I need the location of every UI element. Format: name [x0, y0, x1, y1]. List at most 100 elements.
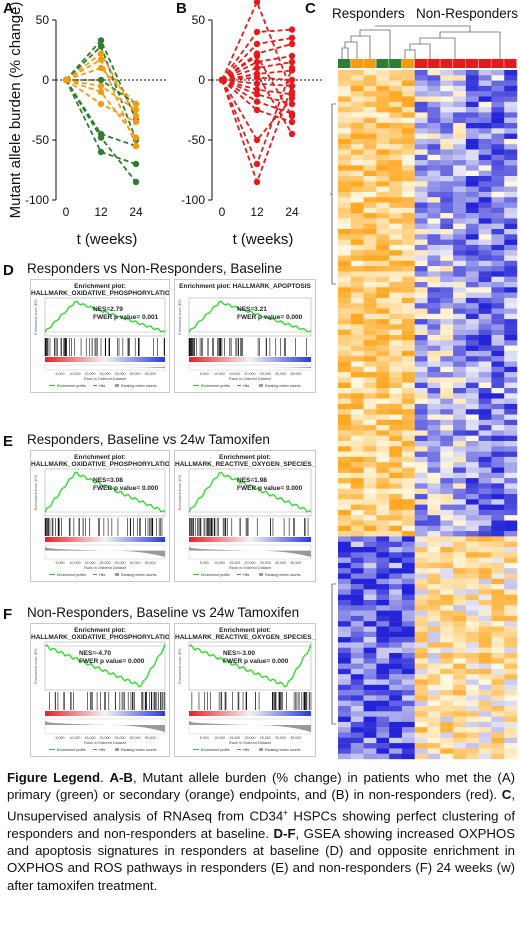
- heat-cell: [389, 287, 403, 293]
- heat-cell: [453, 181, 467, 187]
- heat-cell: [401, 557, 415, 564]
- heat-cell: [363, 207, 377, 214]
- heat-cell: [389, 743, 403, 749]
- heat-cell: [504, 329, 518, 336]
- heat-cell: [465, 615, 479, 622]
- heat-cell: [440, 568, 454, 574]
- heat-cell: [427, 282, 441, 288]
- heat-cell: [453, 75, 467, 81]
- heat-cell: [453, 112, 467, 118]
- gsea-title: Enrichment plot: HALLMARK_REACTIVE_OXYGEN…: [175, 454, 316, 468]
- rank-tick-label: 25,000: [260, 561, 271, 565]
- heat-cell: [350, 377, 364, 383]
- heat-cell: [338, 117, 351, 124]
- heat-cell: [491, 472, 505, 479]
- legend-text-df: , GSEA showing increased OXPHOS and apop…: [7, 825, 515, 893]
- heat-cell: [414, 319, 428, 325]
- heat-cell: [465, 107, 479, 113]
- heat-cell: [491, 615, 505, 622]
- heat-cell: [504, 626, 518, 632]
- heat-cell: [440, 144, 454, 150]
- heat-cell: [478, 653, 492, 659]
- heat-cell: [491, 721, 505, 728]
- heat-cell: [350, 239, 364, 246]
- heat-cell: [363, 610, 377, 617]
- data-point: [132, 118, 140, 126]
- heat-cell: [338, 276, 351, 283]
- y-tick-label: -50: [188, 133, 206, 147]
- heat-cell: [338, 372, 351, 378]
- heat-cell: [350, 600, 364, 606]
- heat-cell: [401, 568, 415, 574]
- heat-cell: [427, 679, 441, 685]
- heat-cell: [504, 239, 518, 246]
- heat-cell: [427, 319, 441, 325]
- heat-cell: [389, 737, 403, 744]
- heat-cell: [453, 372, 467, 378]
- gsea-nes-text: NES=-4.70 FWER p value= 0.000: [79, 650, 145, 665]
- heat-cell: [414, 483, 428, 489]
- heat-cell: [427, 615, 441, 622]
- heat-cell: [504, 70, 518, 76]
- heat-cell: [389, 695, 403, 701]
- heat-cell: [376, 244, 390, 251]
- heat-cell: [401, 626, 415, 632]
- heat-cell: [478, 191, 492, 198]
- heat-cell: [427, 80, 441, 87]
- heat-cell: [401, 716, 415, 723]
- heat-cell: [363, 525, 377, 532]
- panel-letter-a: A: [3, 0, 14, 17]
- heat-cell: [427, 202, 441, 208]
- heat-cell: [504, 467, 518, 473]
- heat-cell: [338, 600, 351, 606]
- legend-hits-label: Hits: [243, 573, 249, 577]
- heat-cell: [478, 631, 492, 638]
- heat-cell: [465, 573, 479, 579]
- heat-cell: [389, 170, 403, 177]
- heat-cell: [389, 690, 403, 696]
- gsea-graphic: Enrichment score (ES)5,000 10,000 15,000 20…: [178, 641, 312, 752]
- heat-cell: [478, 75, 492, 81]
- heat-cell: [491, 515, 505, 521]
- heat-cell: [376, 213, 390, 219]
- heat-cell: [376, 451, 390, 458]
- heat-cell: [453, 615, 467, 622]
- heat-cell: [504, 250, 518, 256]
- heat-cell: [350, 154, 364, 161]
- heat-cell: [338, 557, 351, 564]
- heat-cell: [427, 229, 441, 235]
- rank-tick-label: 25,000: [115, 372, 126, 376]
- heat-cell: [414, 600, 428, 606]
- data-point: [62, 76, 70, 84]
- heat-cell: [453, 478, 467, 484]
- heat-cell: [478, 668, 492, 675]
- heat-cell: [376, 467, 390, 473]
- heat-cell: [389, 600, 403, 606]
- data-point: [288, 118, 296, 126]
- heat-cell: [465, 419, 479, 426]
- heat-cell: [376, 589, 390, 595]
- heat-cell: [478, 684, 492, 691]
- heat-cell: [491, 308, 505, 314]
- heat-cell: [376, 668, 390, 675]
- heat-cell: [478, 313, 492, 320]
- heat-cell: [504, 732, 518, 738]
- heat-cell: [350, 626, 364, 632]
- heat-cell: [453, 335, 467, 341]
- heat-cell: [363, 594, 377, 601]
- heat-cell: [389, 626, 403, 632]
- heat-cell: [465, 144, 479, 150]
- heat-cell: [504, 584, 518, 590]
- heat-cell: [427, 393, 441, 399]
- heat-cell: [453, 282, 467, 288]
- sample-annotation: [491, 59, 504, 68]
- heat-cell: [376, 271, 390, 277]
- rank-tick-label: 15,000: [85, 372, 96, 376]
- heat-cell: [491, 690, 505, 696]
- legend-sup: +: [283, 807, 288, 817]
- heat-cell: [363, 504, 377, 511]
- heat-cell: [376, 441, 390, 447]
- heat-cell: [363, 377, 377, 383]
- heat-cell: [401, 356, 415, 362]
- heat-cell: [465, 319, 479, 325]
